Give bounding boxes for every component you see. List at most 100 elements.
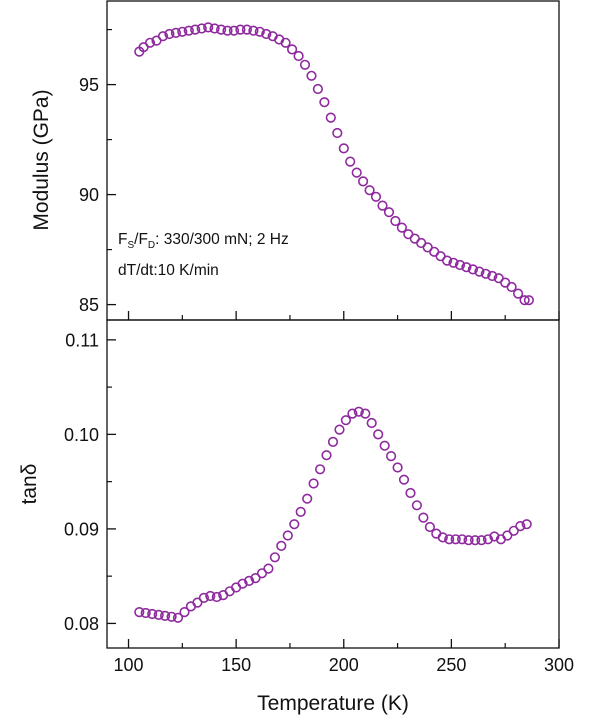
modulus-data-point [325, 112, 336, 123]
tan-delta-panel: 0.08 0.09 0.10 0.11 100 150 200 250 300 tanδ Te… [18, 311, 574, 715]
modulus-data-point [474, 266, 485, 277]
tan-delta-data-point [476, 535, 487, 546]
modulus-data-point [170, 27, 181, 39]
modulus-data-point [164, 28, 175, 40]
modulus-data-point [228, 25, 240, 36]
modulus-data-point [442, 255, 453, 266]
tan-delta-data-point [211, 591, 222, 603]
tan-delta-y-tick-label: 0.11 [65, 330, 99, 350]
tan-delta-data-point [366, 417, 377, 429]
modulus-data-point [461, 262, 472, 273]
modulus-data-point [506, 281, 517, 293]
tan-delta-data-point [418, 512, 429, 523]
modulus-data-point [261, 28, 272, 40]
modulus-data-point [358, 176, 369, 187]
modulus-y-ticks: 85 90 95 [79, 29, 116, 315]
modulus-data-point [306, 70, 317, 81]
modulus-data-point [216, 24, 227, 35]
modulus-data-point [209, 23, 220, 34]
tan-delta-data-point [302, 493, 313, 504]
tan-delta-data-point [321, 450, 332, 461]
modulus-data-point [293, 50, 304, 62]
tan-delta-data-point [244, 575, 255, 587]
tan-delta-data-point [373, 429, 384, 440]
temperature-x-tick-label: 250 [436, 655, 466, 675]
modulus-data-point [254, 26, 265, 37]
modulus-data-point [467, 264, 479, 275]
tan-delta-data-point [160, 610, 171, 622]
tan-delta-data-point [134, 606, 145, 618]
tan-delta-data-points [134, 406, 532, 623]
tan-delta-y-axis-title: tanδ [18, 464, 41, 505]
tan-delta-plot-frame [106, 319, 560, 649]
tan-delta-data-point [308, 478, 319, 489]
tan-delta-data-point [457, 534, 468, 545]
modulus-data-point [177, 26, 188, 37]
tan-delta-data-point [295, 506, 306, 518]
tan-delta-data-point [334, 424, 345, 435]
temperature-x-axis-title: Temperature (K) [257, 692, 409, 715]
tan-delta-data-point [340, 415, 352, 426]
tan-delta-data-point [192, 597, 203, 608]
tan-delta-data-point [276, 540, 287, 552]
modulus-data-point [287, 44, 298, 55]
tan-delta-y-tick-label: 0.09 [64, 519, 99, 539]
tan-delta-data-point [405, 487, 416, 499]
modulus-data-points [134, 22, 535, 306]
tan-delta-data-point [360, 408, 371, 419]
tan-delta-data-point [172, 612, 184, 623]
tan-delta-data-point [502, 530, 513, 541]
modulus-data-point [512, 288, 524, 299]
tan-delta-data-point [437, 532, 448, 543]
modulus-data-point [370, 191, 382, 202]
tan-delta-data-point [508, 525, 519, 536]
tan-delta-y-tick-label: 0.10 [64, 425, 99, 445]
tan-delta-data-point [353, 406, 364, 417]
modulus-data-point [390, 215, 401, 227]
tan-delta-data-point [392, 462, 403, 473]
tan-delta-data-point [315, 464, 326, 475]
modulus-data-point [319, 97, 330, 108]
modulus-data-point [312, 83, 324, 95]
tan-delta-data-point [147, 608, 158, 620]
tan-delta-data-point [153, 609, 164, 621]
tan-delta-data-point [398, 474, 410, 485]
modulus-data-point [487, 270, 498, 282]
tan-delta-data-point [282, 530, 293, 541]
modulus-data-point [345, 156, 356, 167]
tan-delta-data-point [198, 592, 209, 604]
modulus-data-point [196, 23, 207, 34]
tan-delta-data-point [444, 534, 455, 545]
tan-delta-data-point [450, 534, 461, 545]
tan-delta-data-point [289, 519, 300, 530]
modulus-data-point [519, 295, 530, 306]
modulus-data-point [235, 24, 246, 35]
temperature-x-tick-label: 300 [544, 655, 574, 675]
modulus-y-tick-label: 90 [79, 185, 99, 205]
temperature-x-tick-label: 100 [114, 655, 144, 675]
modulus-data-point [241, 24, 252, 35]
modulus-data-point [383, 207, 395, 218]
modulus-data-point [523, 295, 535, 306]
tan-delta-y-ticks: 0.08 0.09 0.10 0.11 [64, 330, 116, 634]
tan-delta-data-point [489, 531, 500, 542]
modulus-y-tick-label: 85 [79, 295, 99, 315]
modulus-data-point [377, 200, 388, 211]
tan-delta-data-point [379, 440, 390, 451]
tan-delta-data-point [521, 519, 532, 530]
modulus-data-point [351, 167, 362, 178]
tan-delta-data-point [205, 590, 216, 602]
modulus-data-point [332, 127, 343, 139]
tan-delta-data-point [166, 611, 177, 622]
tan-delta-data-point [347, 408, 358, 419]
tan-delta-data-point [140, 607, 151, 619]
tan-delta-data-point [179, 606, 190, 618]
measurement-conditions-line-1: FS/FD: 330/300 mN; 2 Hz [118, 231, 289, 251]
tan-delta-data-point [386, 451, 397, 462]
tan-delta-data-point [515, 520, 526, 532]
tan-delta-data-point [424, 521, 436, 533]
tan-delta-data-point [463, 535, 474, 546]
modulus-y-tick-label: 95 [79, 75, 99, 95]
modulus-data-point [454, 259, 466, 271]
